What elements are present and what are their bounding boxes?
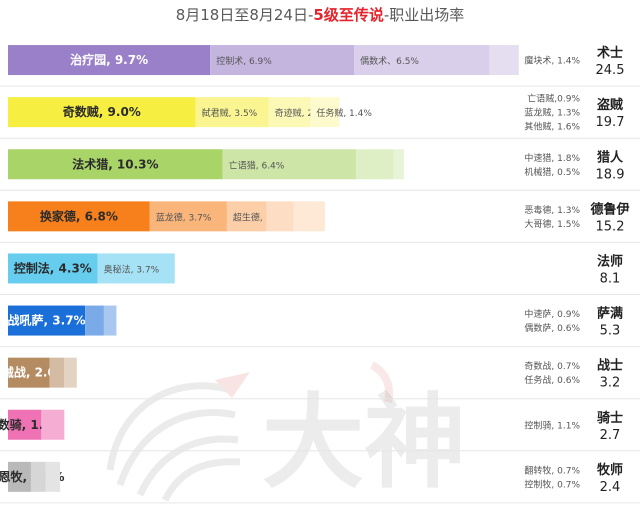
segment-label-main: 战吼萨, 3.7% [8, 313, 86, 328]
class-total: 2.7 [600, 428, 621, 443]
class-name: 萨满 [597, 306, 623, 322]
bar-segment [354, 45, 490, 76]
side-label: 中速猎, 1.8% [524, 152, 580, 164]
class-total: 19.7 [596, 115, 625, 130]
title-suffix: -职业出场率 [383, 6, 465, 24]
side-label: 亡语贼,0.9% [527, 93, 580, 105]
bar-segment [41, 409, 65, 440]
side-label: 大哥德, 1.5% [524, 218, 580, 230]
watermark-text: 大神 [262, 384, 466, 503]
bar-segment [149, 201, 227, 232]
bar-segment [222, 149, 357, 180]
bar-segment [8, 357, 50, 388]
segment-label-main: 奇数贼, 9.0% [63, 104, 141, 119]
bar-segment [8, 253, 98, 284]
side-label: 控制牧, 0.7% [524, 478, 580, 490]
title-prefix: 8月18日至8月24日- [175, 6, 314, 24]
class-total: 5.3 [600, 324, 621, 339]
segment-label: 偶数术、6.5% [360, 55, 419, 67]
chart-rows: 治疗园, 9.7% 控制术, 6.9% 偶数术、6.5% 魔块术, 1.4% 术士 24.… [0, 45, 640, 504]
class-total: 15.2 [596, 219, 625, 234]
class-name: 骑士 [597, 410, 623, 426]
class-total: 8.1 [600, 271, 621, 286]
bar-segment [226, 201, 267, 232]
class-total: 3.2 [600, 376, 621, 391]
bar-segment [8, 45, 211, 76]
bar-segment [8, 149, 223, 180]
bar-segment [489, 45, 519, 76]
bar-segment [8, 201, 150, 232]
bar-segment [103, 305, 117, 336]
bar-segment [8, 97, 196, 128]
bar-segment [97, 253, 175, 284]
bar-segment [195, 97, 269, 128]
title-highlight: 5级至传说 [313, 6, 384, 24]
bar-segment [266, 201, 294, 232]
segment-label: 亡语猎, 6.4% [229, 159, 285, 171]
bar-segment [64, 357, 77, 388]
side-label: 奇数战, 0.7% [524, 360, 580, 372]
bar-segment [8, 409, 42, 440]
class-name: 盗贼 [597, 97, 623, 113]
segment-label: 奥秘法, 3.7% [104, 263, 160, 275]
segment-label: 蓝龙德, 3.7% [156, 211, 212, 223]
bar-segment [393, 149, 405, 180]
side-label: 控制骑, 1.1% [524, 419, 580, 431]
side-label: 任务战, 0.6% [524, 374, 580, 386]
bar-segment [356, 149, 394, 180]
side-label: 偶数萨, 0.6% [524, 322, 580, 334]
class-name: 牧师 [597, 462, 623, 478]
bar-segment [8, 305, 86, 336]
bar-segment [268, 97, 311, 128]
segment-label: 控制术, 6.9% [216, 55, 272, 67]
chart-title: 8月18日至8月24日-5级至传说-职业出场率 [0, 0, 640, 30]
segment-label-main: 治疗园, 9.7% [70, 52, 148, 67]
bar-segment [85, 305, 104, 336]
bar-segment [210, 45, 355, 76]
segment-label-main: 换家德, 6.8% [40, 208, 118, 223]
class-total: 2.4 [600, 480, 621, 495]
side-label: 魔块术, 1.4% [524, 55, 580, 67]
class-name: 法师 [597, 253, 623, 269]
side-label: 恶毒德, 1.3% [524, 204, 580, 216]
side-label: 其他贼, 1.6% [524, 121, 580, 133]
segment-label: 任务贼, 1.4% [316, 107, 372, 119]
bar-segment [45, 461, 61, 492]
class-name: 术士 [596, 45, 623, 61]
class-name: 战士 [597, 358, 623, 374]
side-label: 机械猎, 0.5% [524, 166, 580, 178]
dashen-watermark-logo [106, 361, 394, 502]
segment-label-main: 控制法, 4.3% [14, 260, 92, 275]
bar-segment [293, 201, 325, 232]
class-name: 德鲁伊 [590, 201, 629, 217]
bar-segment [310, 97, 340, 128]
segment-label: 弑君贼, 3.5% [202, 107, 258, 119]
class-total: 18.9 [596, 167, 625, 182]
class-total: 24.5 [596, 63, 625, 78]
segment-label-main: 法术猎, 10.3% [72, 156, 158, 171]
bar-segment [8, 461, 31, 492]
side-label: 蓝龙贼, 1.3% [524, 107, 580, 119]
bar-segment [30, 461, 46, 492]
class-name: 猎人 [597, 149, 624, 165]
side-label: 翻转牧, 0.7% [524, 464, 580, 476]
bar-segment [49, 357, 65, 388]
side-label: 中速萨, 0.9% [524, 308, 580, 320]
